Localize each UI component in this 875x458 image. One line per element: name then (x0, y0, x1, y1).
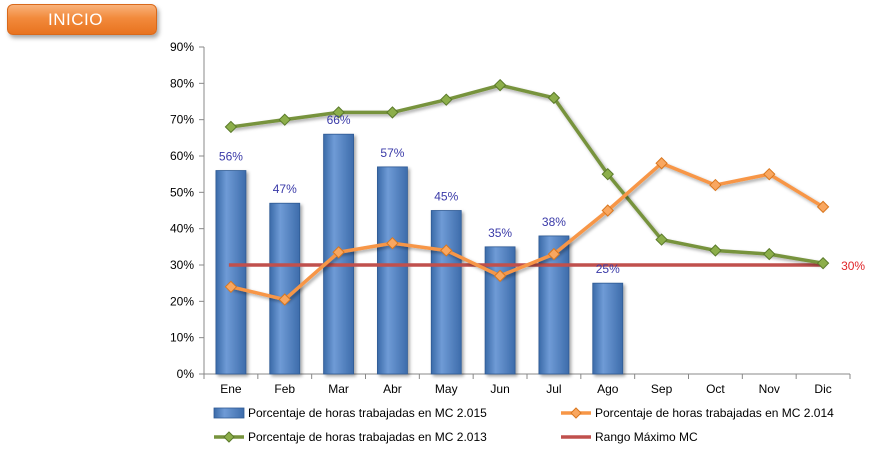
y-tick-label: 50% (170, 185, 194, 199)
series-2013-point (763, 247, 776, 261)
series-2014-point (493, 269, 507, 283)
series-2014-point (816, 200, 830, 214)
x-tick-label: Ene (220, 382, 242, 396)
series-2013-point (601, 167, 614, 181)
x-tick-label: May (435, 382, 458, 396)
series-2013-point (655, 233, 668, 246)
inicio-button[interactable]: INICIO (7, 4, 157, 35)
x-tick-label: Sep (651, 382, 673, 396)
series-2014-point (332, 246, 345, 259)
x-tick-label: Jul (546, 382, 561, 396)
series-2014-line (230, 161, 824, 302)
line-series (224, 78, 830, 306)
chart-legend: Porcentaje de horas trabajadas en MC 2.0… (213, 406, 834, 444)
legend-marker (223, 431, 235, 443)
bar (215, 170, 247, 375)
series-2014-point (224, 280, 238, 294)
bar-data-label: 35% (488, 226, 512, 240)
legend-label: Porcentaje de horas trabajadas en MC 2.0… (248, 406, 487, 420)
bar (592, 282, 624, 375)
x-tick-label: Abr (383, 382, 402, 396)
series-2014-point (763, 167, 776, 181)
series-2013-point (709, 244, 722, 257)
series-2013-point (440, 93, 453, 106)
series-2013-point (224, 120, 238, 134)
y-tick-label: 0% (177, 367, 195, 381)
max-range-label: 30% (841, 259, 865, 273)
series-2013-point (816, 256, 830, 270)
x-tick-label: Feb (274, 382, 295, 396)
series-2014-point (278, 293, 291, 306)
legend-label: Porcentaje de horas trabajadas en MC 2.0… (248, 430, 487, 444)
x-tick-label: Mar (328, 382, 349, 396)
series-2013-point (547, 91, 561, 105)
bar (430, 210, 462, 375)
series-2014-point (440, 244, 453, 257)
x-tick-label: Nov (759, 382, 780, 396)
bar-data-label: 56% (219, 150, 243, 164)
series-2014-point (547, 247, 561, 261)
legend-swatch (213, 407, 245, 419)
bar-data-label: 66% (327, 113, 351, 127)
y-tick-label: 10% (170, 331, 194, 345)
series-2014-point (601, 204, 614, 217)
bar-data-label: 25% (596, 262, 620, 276)
y-tick-label: 40% (170, 222, 194, 236)
series-2013-point (332, 106, 345, 119)
x-tick-label: Dic (814, 382, 831, 396)
data-labels: 56% 47% 66% 57% 45% 35% 38% 25% 30% (219, 113, 866, 276)
bar (377, 166, 408, 375)
bar-data-label: 47% (273, 182, 297, 196)
series-2013-line (230, 83, 824, 265)
y-tick-label: 60% (170, 149, 194, 163)
legend-label: Porcentaje de horas trabajadas en MC 2.0… (595, 406, 834, 420)
legend-marker (570, 407, 582, 419)
series-2013-point (386, 106, 399, 119)
series-2014-point (655, 157, 668, 170)
bar (484, 246, 516, 375)
bar-data-label: 38% (542, 215, 566, 229)
bar-data-label: 45% (434, 190, 458, 204)
y-tick-label: 80% (170, 76, 194, 90)
bar-series (215, 133, 624, 375)
y-tick-label: 30% (170, 258, 194, 272)
x-tick-label: Jun (490, 382, 509, 396)
series-2014-point (386, 236, 399, 250)
x-tick-label: Oct (706, 382, 725, 396)
series-2013-point (493, 78, 507, 92)
series-2013-point (278, 113, 291, 126)
legend-label: Rango Máximo MC (595, 430, 698, 444)
x-tick-label: Ago (597, 382, 619, 396)
bar-data-label: 57% (380, 146, 404, 160)
y-tick-label: 20% (170, 294, 194, 308)
y-tick-label: 70% (170, 113, 194, 127)
y-tick-label: 90% (170, 40, 194, 54)
chart-axes: 0% 10% 20% 30% 40% 50% 60% 70% 80% 90% Ene Feb Mar Ab… (170, 40, 851, 396)
series-2014-point (709, 178, 722, 192)
